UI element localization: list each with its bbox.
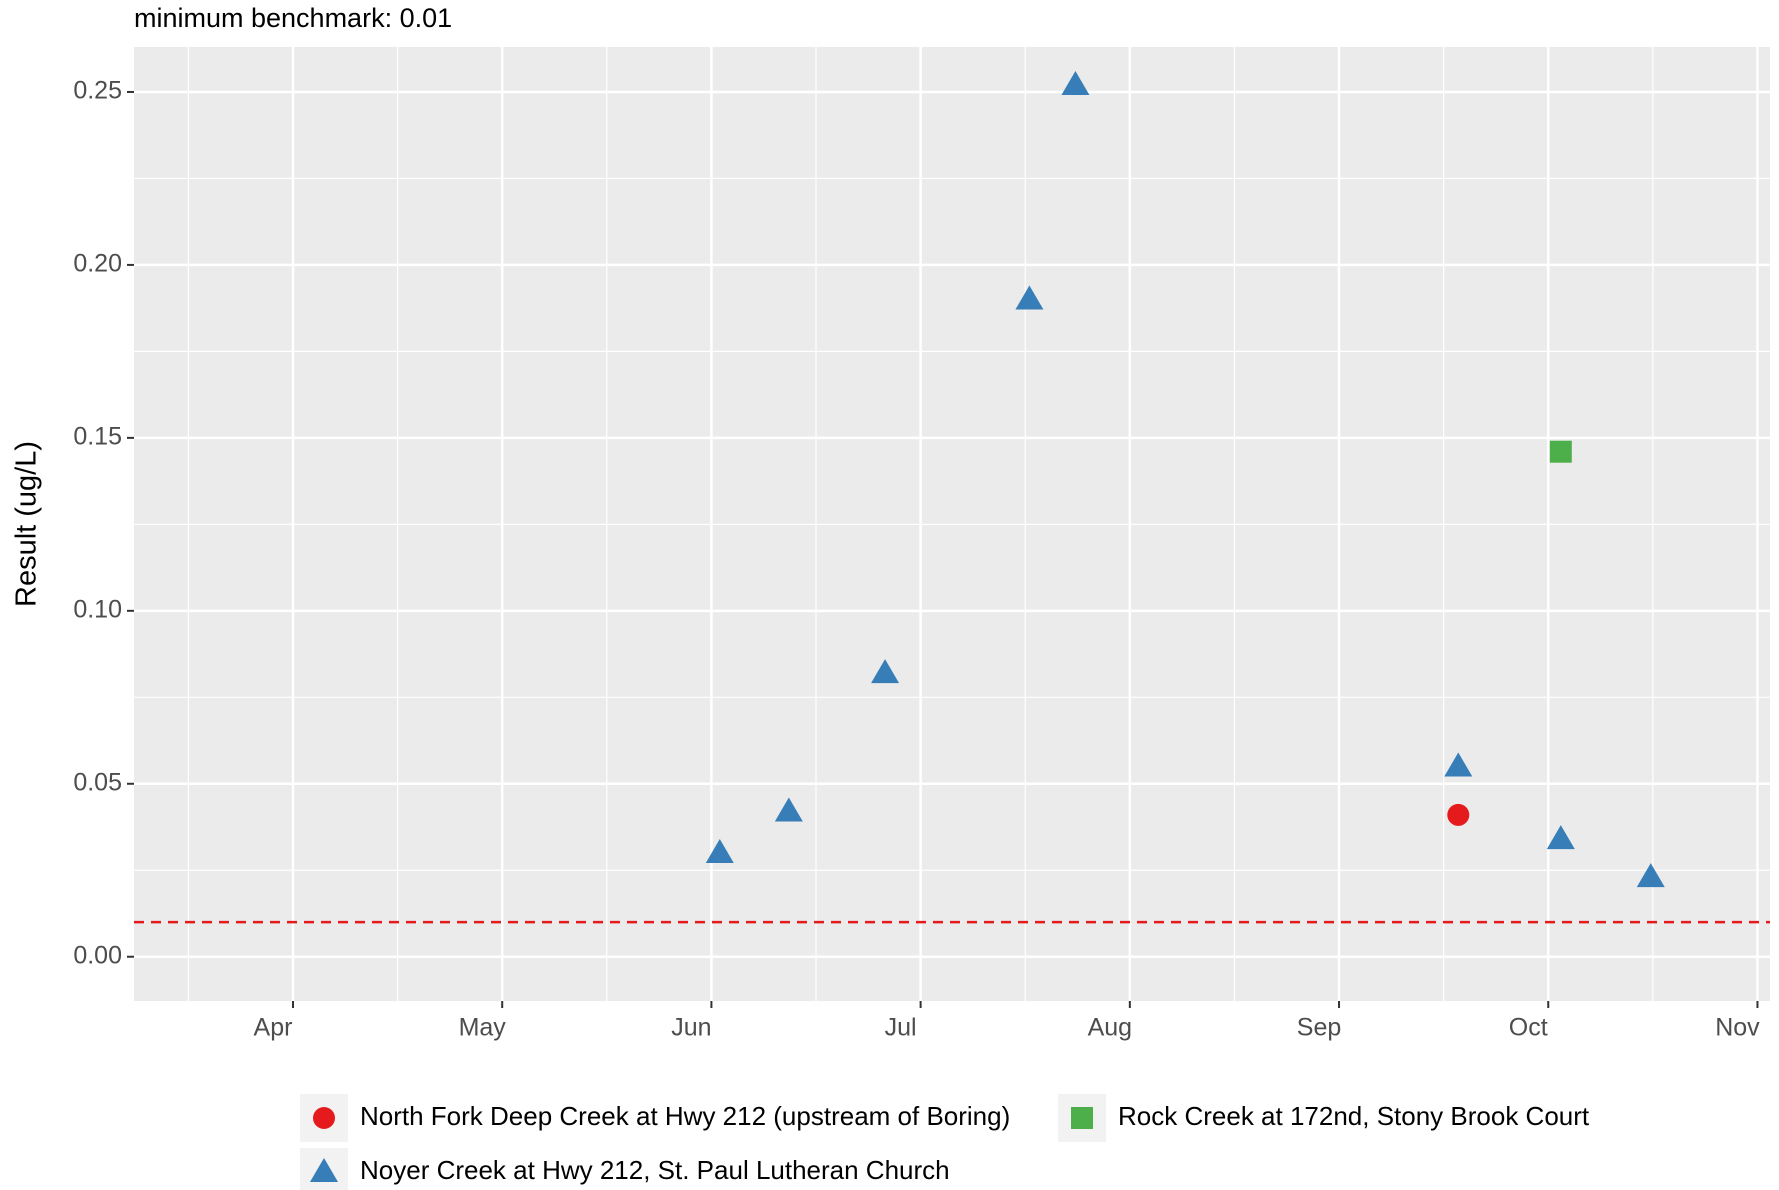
y-tick-label: 0.00 <box>73 941 122 969</box>
y-tick-label: 0.25 <box>73 77 122 105</box>
y-axis-label: Result (ug/L) <box>11 441 43 607</box>
x-tick-label: Jul <box>885 1014 917 1042</box>
point <box>871 659 900 684</box>
point <box>774 797 803 822</box>
x-tick-label: Apr <box>254 1014 293 1042</box>
legend-marker <box>1071 1107 1093 1129</box>
x-tick-label: Aug <box>1088 1014 1132 1042</box>
point <box>1444 752 1473 777</box>
point <box>1546 825 1575 850</box>
y-tick-label: 0.20 <box>73 250 122 278</box>
point <box>1447 803 1470 826</box>
point <box>1549 440 1572 463</box>
legend-marker <box>313 1107 335 1129</box>
x-tick-label: May <box>459 1014 507 1042</box>
y-tick-label: 0.10 <box>73 595 122 623</box>
x-tick-label: Oct <box>1509 1014 1548 1042</box>
y-tick-label: 0.05 <box>73 768 122 796</box>
legend-label: Rock Creek at 172nd, Stony Brook Court <box>1118 1101 1590 1131</box>
point <box>1061 71 1090 96</box>
chart-title: minimum benchmark: 0.01 <box>134 3 452 33</box>
point <box>705 838 734 863</box>
y-tick-label: 0.15 <box>73 422 122 450</box>
x-tick-label: Jun <box>671 1014 711 1042</box>
legend-label: North Fork Deep Creek at Hwy 212 (upstre… <box>360 1101 1010 1131</box>
point <box>1015 285 1044 310</box>
point <box>1636 863 1665 888</box>
x-tick-label: Nov <box>1715 1014 1760 1042</box>
x-tick-label: Sep <box>1297 1014 1341 1042</box>
legend-label: Noyer Creek at Hwy 212, St. Paul Luthera… <box>360 1155 950 1185</box>
legend-marker <box>310 1158 338 1182</box>
